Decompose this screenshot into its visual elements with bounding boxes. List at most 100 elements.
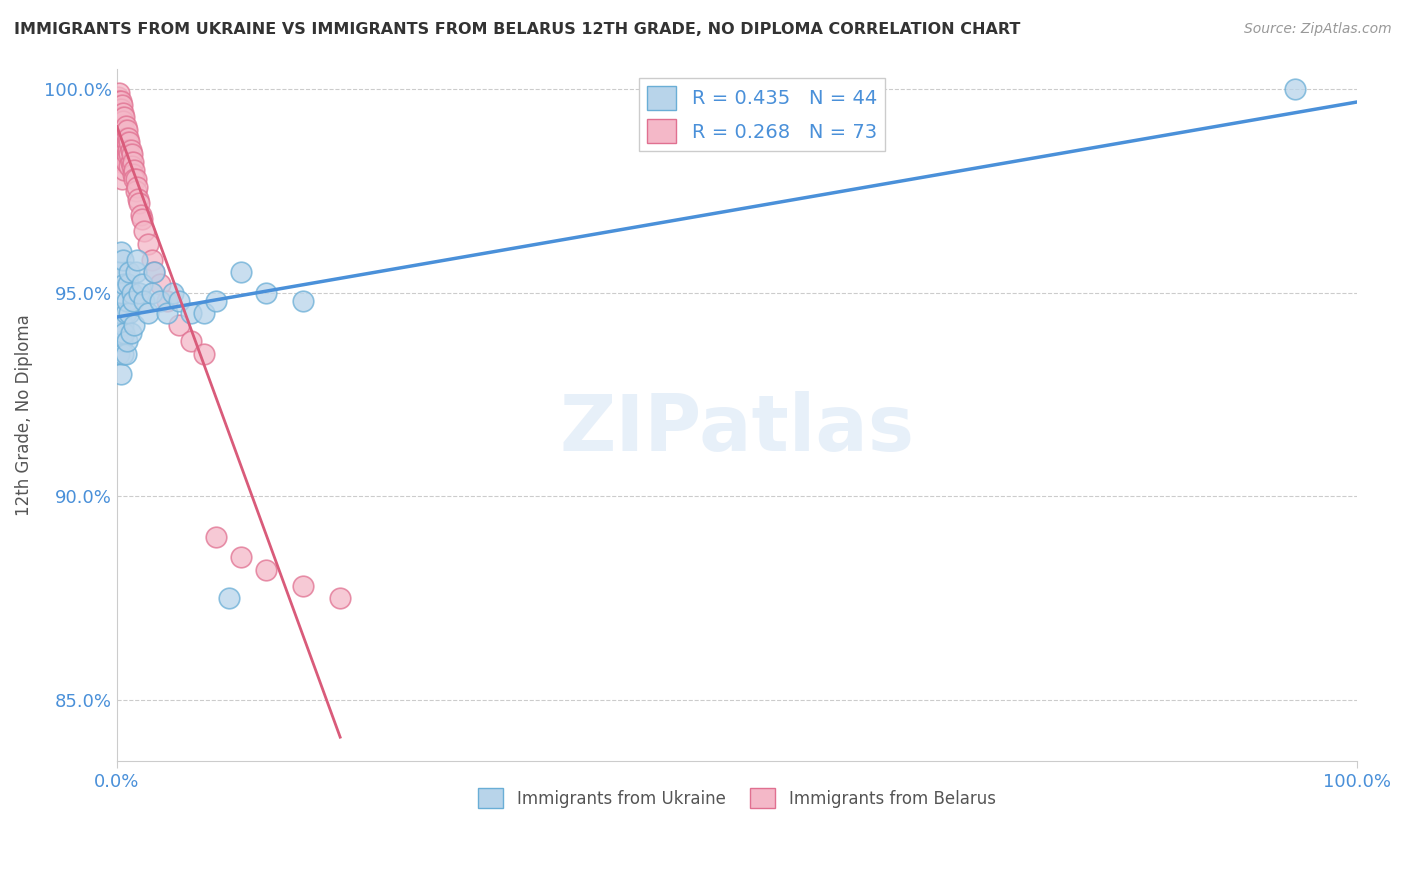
Point [112, 127, 135, 141]
Point [108, 102, 131, 116]
Point [291, 579, 314, 593]
Point [112, 111, 135, 125]
Point [136, 236, 159, 251]
Point [112, 151, 135, 165]
Point [205, 530, 228, 544]
Point [124, 171, 146, 186]
Point [118, 135, 141, 149]
Point [114, 306, 136, 320]
Point [180, 334, 202, 349]
Point [128, 285, 150, 300]
Point [254, 563, 277, 577]
Point [110, 367, 132, 381]
Point [291, 293, 314, 308]
Point [120, 143, 142, 157]
Point [329, 591, 352, 606]
Point [111, 98, 134, 112]
Point [143, 265, 166, 279]
Point [167, 318, 190, 333]
Point [122, 293, 145, 308]
Point [149, 277, 172, 292]
Point [127, 192, 149, 206]
Point [122, 168, 145, 182]
Point [117, 277, 139, 292]
Point [125, 179, 148, 194]
Point [118, 159, 141, 173]
Point [162, 285, 184, 300]
Point [121, 285, 143, 300]
Point [112, 147, 135, 161]
Point [124, 171, 146, 186]
Point [141, 252, 163, 267]
Point [111, 130, 134, 145]
Point [131, 277, 153, 292]
Point [112, 106, 135, 120]
Point [110, 111, 132, 125]
Point [131, 212, 153, 227]
Point [121, 147, 143, 161]
Point [114, 347, 136, 361]
Point [124, 265, 146, 279]
Point [129, 208, 152, 222]
Point [149, 293, 172, 308]
Point [112, 135, 135, 149]
Point [117, 130, 139, 145]
Point [110, 119, 132, 133]
Point [108, 94, 131, 108]
Point [180, 306, 202, 320]
Text: IMMIGRANTS FROM UKRAINE VS IMMIGRANTS FROM BELARUS 12TH GRADE, NO DIPLOMA CORREL: IMMIGRANTS FROM UKRAINE VS IMMIGRANTS FR… [14, 22, 1021, 37]
Point [114, 119, 136, 133]
Point [111, 334, 134, 349]
Point [229, 550, 252, 565]
Y-axis label: 12th Grade, No Diploma: 12th Grade, No Diploma [15, 314, 32, 516]
Point [107, 102, 129, 116]
Point [112, 277, 135, 292]
Point [114, 130, 136, 145]
Point [125, 252, 148, 267]
Point [118, 306, 141, 320]
Point [218, 591, 240, 606]
Point [193, 347, 215, 361]
Point [110, 155, 132, 169]
Point [117, 143, 139, 157]
Point [134, 293, 156, 308]
Point [114, 143, 136, 157]
Point [111, 155, 134, 169]
Text: Source: ZipAtlas.com: Source: ZipAtlas.com [1244, 22, 1392, 37]
Point [112, 318, 135, 333]
Point [121, 159, 143, 173]
Point [205, 293, 228, 308]
Point [112, 326, 135, 341]
Point [141, 285, 163, 300]
Point [111, 119, 134, 133]
Point [120, 326, 142, 341]
Legend: Immigrants from Ukraine, Immigrants from Belarus: Immigrants from Ukraine, Immigrants from… [471, 781, 1002, 815]
Point [120, 155, 142, 169]
Point [110, 244, 132, 259]
Point [143, 265, 166, 279]
Point [110, 130, 132, 145]
Point [118, 147, 141, 161]
Point [108, 111, 131, 125]
Point [124, 184, 146, 198]
Point [108, 265, 131, 279]
Point [115, 293, 138, 308]
Point [112, 347, 135, 361]
Point [112, 139, 135, 153]
Point [111, 143, 134, 157]
Point [155, 293, 177, 308]
Point [115, 122, 138, 136]
Point [110, 94, 132, 108]
Point [124, 163, 146, 178]
Point [107, 326, 129, 341]
Point [110, 102, 132, 116]
Point [115, 334, 138, 349]
Point [107, 122, 129, 136]
Point [111, 285, 134, 300]
Point [108, 347, 131, 361]
Text: ZIPatlas: ZIPatlas [560, 391, 914, 467]
Point [112, 114, 135, 128]
Point [108, 130, 131, 145]
Point [124, 318, 146, 333]
Point [112, 252, 135, 267]
